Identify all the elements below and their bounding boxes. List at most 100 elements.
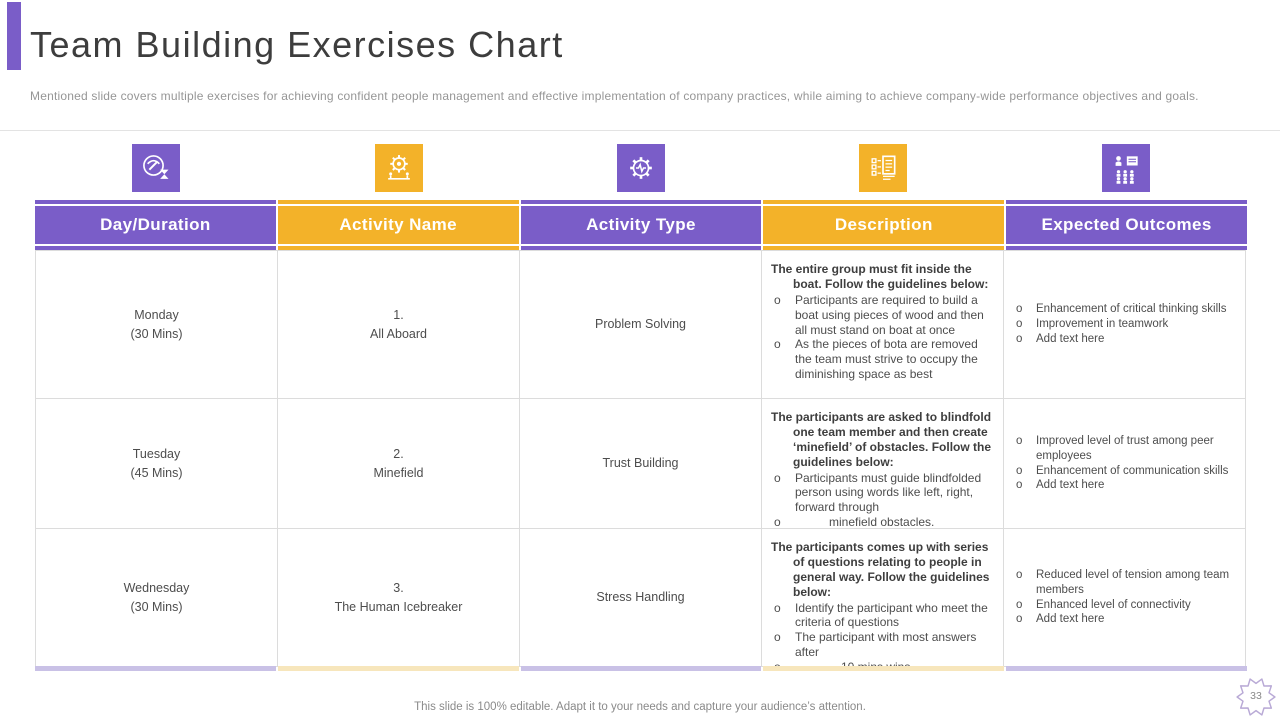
list-item: o The participant with most answers afte… [771, 630, 997, 660]
description-cell: The entire group must fit inside the boa… [762, 251, 1004, 399]
list-item: o Reduced level of tension among team me… [1013, 568, 1241, 598]
checklist-document-icon [859, 144, 908, 192]
expected-outcomes-cell: o Reduced level of tension among team me… [1004, 529, 1246, 667]
footer-note: This slide is 100% editable. Adapt it to… [414, 701, 866, 713]
strip [520, 666, 762, 671]
description-bullet: Participants must guide blindfolded pers… [795, 470, 982, 515]
activity-number: 2. [393, 447, 404, 462]
title-accent-bar [7, 2, 21, 70]
bullet-marker: o [1016, 479, 1023, 492]
strip [35, 666, 276, 671]
activity-type: Trust Building [602, 456, 679, 471]
outcome-item: Enhanced level of connectivity [1036, 598, 1191, 611]
outcome-item: Add text here [1036, 613, 1105, 626]
slide-number-badge: 33 [1235, 676, 1277, 718]
list-item: o Participants must guide blindfolded pe… [771, 471, 997, 516]
activity-name: Minefield [373, 465, 424, 480]
list-item: o Add text here [1013, 478, 1241, 493]
bullet-marker: o [774, 470, 781, 485]
expected-outcomes-cell: o Improved level of trust among peer emp… [1004, 399, 1246, 529]
activity-name-cell: 1. All Aboard [278, 251, 520, 399]
duration-label: (30 Mins) [130, 599, 183, 614]
bullet-marker: o [1016, 318, 1023, 331]
description-heading: The participants are asked to blindfold … [771, 410, 992, 469]
bullet-marker: o [1016, 464, 1023, 477]
description-bullet: Identify the participant who meet the cr… [795, 600, 988, 630]
list-item: o Add text here [1013, 612, 1241, 627]
outcome-item: Add text here [1036, 479, 1105, 492]
activity-name-cell: 2. Minefield [278, 399, 520, 529]
duration-label: (45 Mins) [130, 465, 183, 480]
duration-label: (30 Mins) [130, 326, 183, 341]
table-bottom-strips [35, 666, 1247, 671]
activity-number: 3. [393, 581, 404, 596]
column-header-activity-type: Activity Type [520, 200, 762, 250]
day-duration-cell: Tuesday (45 Mins) [36, 399, 278, 529]
description-bullet: As the pieces of bota are removed the te… [795, 337, 978, 382]
slide-number: 33 [1250, 690, 1262, 702]
table-body: Monday (30 Mins) 1. All Aboard Problem S… [35, 250, 1246, 667]
column-header-description: Description [763, 200, 1005, 250]
list-item: o As the pieces of bota are removed the … [771, 337, 997, 382]
pickaxe-hourglass-icon [132, 144, 181, 192]
list-item: o minefield obstacles. [771, 515, 997, 529]
bullet-marker: o [1016, 332, 1023, 345]
list-item: o 10 mins wins. [771, 660, 997, 667]
list-item: o Improved level of trust among peer emp… [1013, 434, 1241, 464]
outcome-item: Reduced level of tension among team memb… [1036, 568, 1230, 596]
description-bullet: The participant with most answers after [795, 630, 977, 660]
day-label: Monday [134, 308, 179, 323]
day-duration-cell: Wednesday (30 Mins) [36, 529, 278, 667]
list-item: o Enhanced level of connectivity [1013, 598, 1241, 613]
bullet-marker: o [1016, 613, 1023, 626]
activity-type: Stress Handling [596, 590, 685, 605]
outcome-item: Enhancement of communication skills [1036, 464, 1229, 477]
description-cell: The participants are asked to blindfold … [762, 399, 1004, 529]
expected-outcomes-cell: o Enhancement of critical thinking skill… [1004, 251, 1246, 399]
day-label: Tuesday [132, 447, 181, 462]
activity-type-cell: Stress Handling [520, 529, 762, 667]
description-heading: The participants comes up with series of… [771, 540, 990, 599]
bullet-marker: o [774, 660, 781, 667]
activity-type-cell: Problem Solving [520, 251, 762, 399]
bullet-marker: o [1016, 303, 1023, 316]
bullet-marker: o [774, 630, 781, 645]
bullet-marker: o [1016, 434, 1023, 447]
description-heading: The entire group must fit inside the boa… [771, 262, 989, 291]
activity-name: All Aboard [370, 326, 427, 341]
outcome-item: Add text here [1036, 332, 1105, 345]
description-bullet: 10 mins wins. [841, 660, 914, 667]
description-cell: The participants comes up with series of… [762, 529, 1004, 667]
presenter-audience-icon [1101, 144, 1150, 192]
description-bullet: minefield obstacles. [829, 515, 935, 529]
outcome-item: Improved level of trust among peer emplo… [1036, 434, 1214, 462]
list-item: o Enhancement of critical thinking skill… [1013, 302, 1241, 317]
list-item: o Participants are required to build a b… [771, 293, 997, 338]
activity-type-cell: Trust Building [520, 399, 762, 529]
activity-name-cell: 3. The Human Icebreaker [278, 529, 520, 667]
column-header-expected-outcomes: Expected Outcomes [1006, 200, 1247, 250]
gear-badge-icon [1236, 678, 1276, 716]
column-header-activity-name: Activity Name [277, 200, 519, 250]
list-item: o Identify the participant who meet the … [771, 601, 997, 631]
bullet-marker: o [774, 600, 781, 615]
gear-pulse-icon [616, 144, 665, 192]
activity-type: Problem Solving [594, 317, 686, 332]
day-duration-cell: Monday (30 Mins) [36, 251, 278, 399]
bullet-marker: o [774, 292, 781, 307]
bullet-marker: o [774, 515, 781, 529]
list-item: o Add text here [1013, 332, 1241, 347]
header-divider [0, 130, 1280, 131]
slide-subtitle: Mentioned slide covers multiple exercise… [30, 89, 1199, 103]
list-item: o Enhancement of communication skills [1013, 464, 1241, 479]
bullet-marker: o [774, 337, 781, 352]
strip [1006, 666, 1247, 671]
description-bullet: Participants are required to build a boa… [795, 292, 984, 337]
outcome-item: Improvement in teamwork [1036, 318, 1169, 331]
page-title: Team Building Exercises Chart [30, 24, 564, 65]
activity-name: The Human Icebreaker [334, 599, 463, 614]
outcome-item: Enhancement of critical thinking skills [1036, 303, 1227, 316]
day-label: Wednesday [123, 581, 190, 596]
activity-number: 1. [393, 308, 404, 323]
